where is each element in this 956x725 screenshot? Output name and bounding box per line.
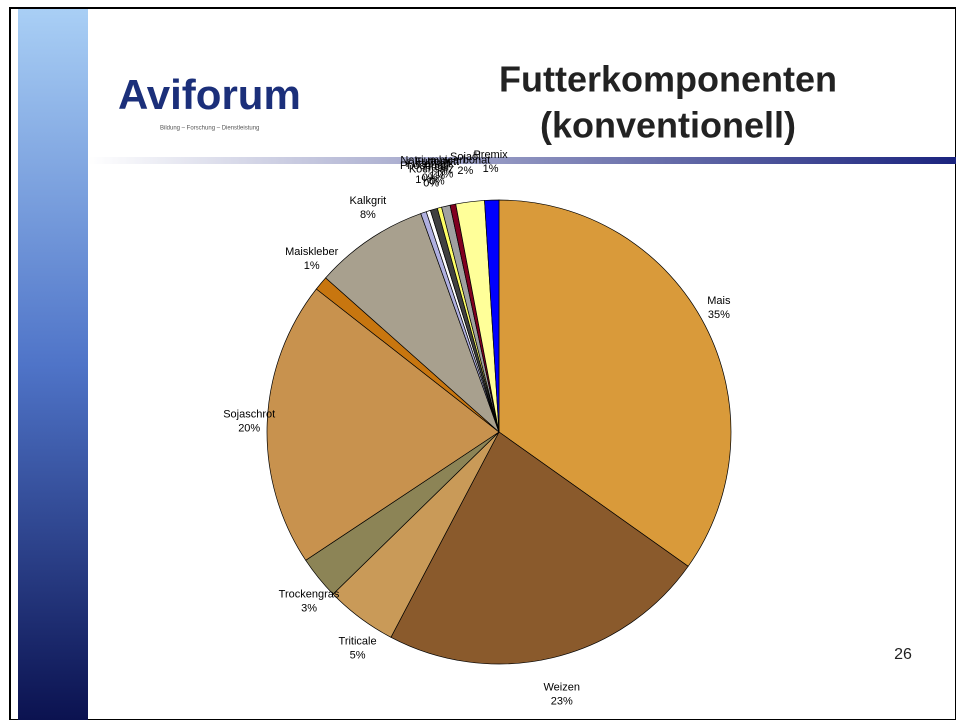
slice-label: Maiskleber	[285, 246, 339, 258]
slice-label: Mais	[707, 295, 731, 307]
slice-label: Weizen	[543, 682, 579, 694]
slice-value-label: 0%	[437, 168, 453, 180]
slide: Aviforum Bildung – Forschung – Dienstlei…	[0, 0, 956, 720]
slice-value-label: 23%	[551, 696, 573, 708]
slice-value-label: 1%	[483, 163, 499, 175]
chart-title: Futterkomponenten	[499, 59, 837, 100]
page-number: 26	[894, 646, 912, 663]
slice-value-label: 20%	[238, 422, 260, 434]
slice-value-label: 35%	[708, 309, 730, 321]
slice-label: Sojaschrot	[223, 408, 275, 420]
slice-label: Triticale	[339, 635, 377, 647]
slice-value-label: 2%	[457, 165, 473, 177]
side-bar	[18, 9, 88, 720]
slice-value-label: 8%	[360, 209, 376, 221]
chart-subtitle: (konventionell)	[540, 105, 796, 146]
slice-label: Kalkgrit	[350, 195, 387, 207]
page: Aviforum Bildung – Forschung – Dienstlei…	[0, 0, 956, 720]
title-rule	[88, 157, 956, 164]
slice-value-label: 1%	[304, 260, 320, 272]
tagline: Bildung – Forschung – Dienstleistung	[160, 126, 259, 132]
slice-label: Premix	[473, 149, 508, 161]
slice-value-label: 3%	[301, 603, 317, 615]
logo: Aviforum	[118, 71, 301, 118]
slice-value-label: 5%	[350, 649, 366, 661]
slice-label: Trockengras	[279, 589, 340, 601]
